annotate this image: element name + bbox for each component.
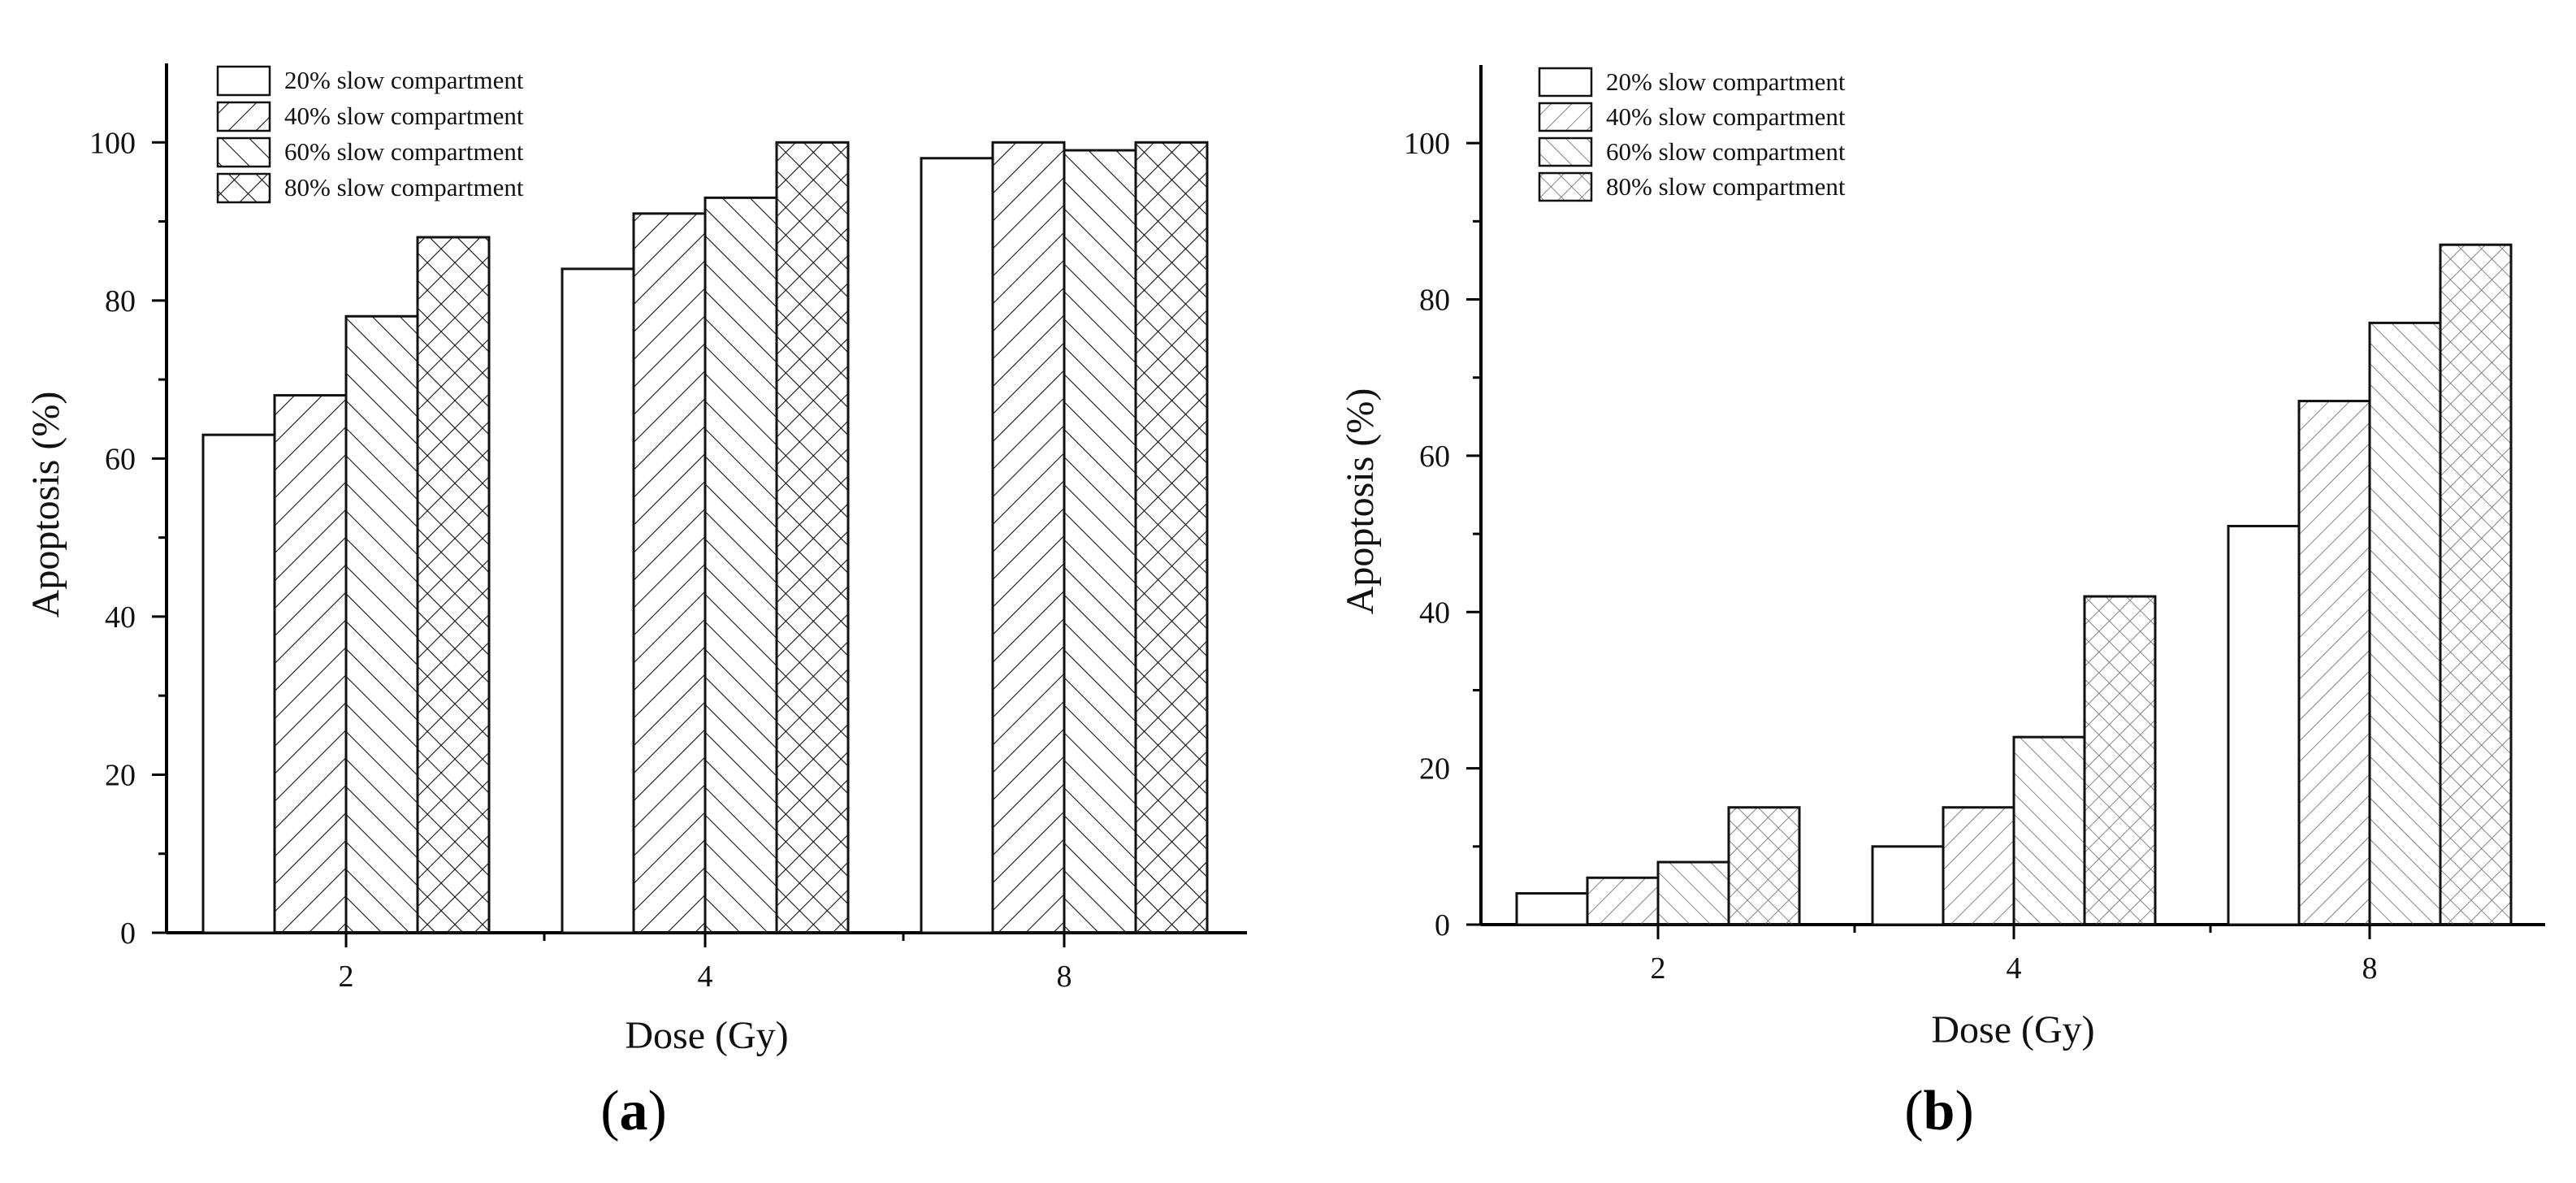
x-tick-label: 4 [2007,951,2022,986]
bar-a-series-3-dose-8 [1063,149,1137,934]
x-axis-title: Dose (Gy) [625,1014,788,1057]
bar-b-series-3-dose-8 [2368,321,2442,926]
x-tick-label: 2 [339,960,354,994]
y-tick-label: 20 [105,758,136,792]
bar-b-series-1-dose-4 [1871,845,1945,926]
x-tick-label: 8 [2362,951,2378,986]
legend-label: 80% slow compartment [284,173,524,202]
bar-a-series-4-dose-2 [416,236,491,934]
panel-label-b-letter: b [1924,1080,1955,1142]
legend: 20% slow compartment 40% slow compartment… [216,65,524,204]
y-tick-label: 60 [105,442,136,476]
bar-a-series-3-dose-4 [704,196,778,934]
legend-label: 60% slow compartment [1606,137,1846,166]
bar-b-series-1-dose-2 [1515,892,1589,926]
y-axis-title: Apoptosis (%) [1339,388,1382,615]
bar-a-series-1-dose-8 [920,157,994,934]
bar-a-series-4-dose-4 [775,141,850,934]
bar-b-series-1-dose-8 [2227,524,2301,926]
bar-a-series-4-dose-8 [1134,141,1209,934]
legend-swatch-b-4 [1538,171,1593,202]
legend-label: 20% slow compartment [284,66,524,94]
legend-swatch-b-2 [1538,102,1593,132]
bar-b-series-4-dose-4 [2083,595,2157,926]
y-tick-label: 80 [1419,284,1450,318]
legend-swatch-b-3 [1538,136,1593,167]
x-tick-label: 4 [698,960,713,994]
legend-swatch-a-1 [216,65,271,97]
y-tick-label: 100 [1404,127,1450,161]
panel-label-b: (b) [1904,1080,1974,1142]
panel-a-chart: 0 20 40 60 80 100 2 4 8 20% slow compartment 40% s… [24,63,1247,1057]
panel-label-a-close-paren: ) [648,1080,667,1142]
y-tick-label: 40 [1419,596,1450,630]
y-axis-title: Apoptosis (%) [24,392,67,618]
y-tick-label: 80 [105,284,136,318]
panel-b-chart: 0 20 40 60 80 100 2 4 8 20% slow compartment 40% s… [1339,65,2545,1051]
legend: 20% slow compartment 40% slow compartment… [1538,67,1846,202]
bar-b-series-3-dose-4 [2012,735,2086,926]
x-axis-title: Dose (Gy) [1931,1008,2094,1051]
legend-label: 60% slow compartment [284,137,524,166]
bar-b-series-2-dose-4 [1942,806,2015,926]
panel-label-a: (a) [600,1080,667,1142]
y-tick-label: 0 [120,916,136,951]
y-tick-label: 100 [89,126,136,160]
y-tick-label: 0 [1435,908,1450,942]
legend-label: 20% slow compartment [1606,67,1846,96]
bar-b-series-3-dose-2 [1656,860,1730,926]
bar-b-series-2-dose-2 [1586,876,1660,926]
legend-label: 40% slow compartment [284,102,524,130]
bar-a-series-2-dose-4 [632,212,707,934]
panel-label-b-close-paren: ) [1955,1080,1973,1142]
bar-a-series-2-dose-8 [991,141,1066,934]
legend-label: 40% slow compartment [1606,102,1846,131]
bar-a-series-1-dose-4 [561,267,635,934]
x-tick-label: 8 [1057,960,1072,994]
legend-swatch-a-3 [216,136,271,168]
y-tick-label: 60 [1419,440,1450,474]
y-tick-label: 20 [1419,752,1450,786]
panel-label-b-open-paren: ( [1904,1080,1923,1142]
panel-label-a-letter: a [620,1080,648,1142]
y-tick-label: 40 [105,600,136,635]
legend-swatch-a-4 [216,172,271,204]
bar-a-series-3-dose-2 [344,314,419,934]
bar-a-series-2-dose-2 [273,394,348,934]
legend-label: 80% slow compartment [1606,172,1846,201]
x-tick-label: 2 [1651,951,1666,986]
legend-swatch-a-2 [216,101,271,132]
panel-label-a-open-paren: ( [600,1080,619,1142]
legend-swatch-b-1 [1538,67,1593,98]
bar-b-series-2-dose-8 [2297,400,2371,926]
bar-b-series-4-dose-2 [1727,806,1801,926]
bar-b-series-4-dose-8 [2439,243,2513,926]
bar-a-series-1-dose-2 [201,433,276,934]
